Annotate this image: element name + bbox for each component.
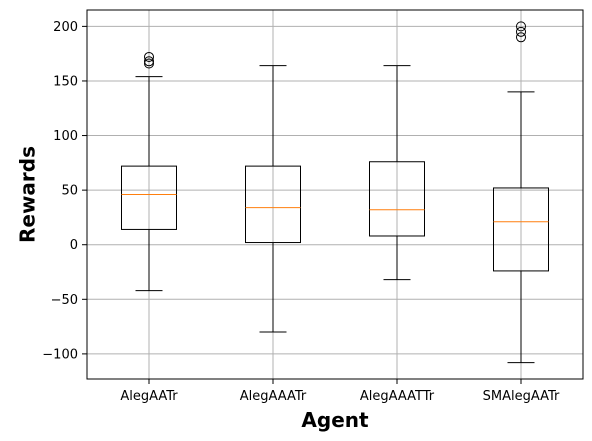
box-group (121, 51, 177, 292)
iqr-box (369, 161, 425, 237)
x-tick-label: AlegAAATr (240, 389, 307, 404)
y-tick-label: 0 (70, 238, 78, 253)
outlier-point (144, 51, 154, 62)
iqr-box (121, 165, 177, 230)
box-group (493, 21, 549, 364)
y-tick-label: −100 (42, 347, 78, 362)
iqr-box (493, 187, 549, 272)
box-layer (121, 21, 549, 364)
x-tick-label: AlegAATr (120, 389, 178, 404)
outlier-point (144, 58, 154, 69)
x-tick-label: SMAlegAATr (483, 389, 560, 404)
y-tick-label: 200 (53, 20, 78, 35)
x-axis-title: Agent (301, 408, 369, 432)
outlier-point (516, 21, 526, 32)
outlier-point (144, 56, 154, 67)
x-tick-label: AlegAAATTr (360, 389, 435, 404)
outlier-point (516, 26, 526, 37)
iqr-box (245, 165, 301, 244)
tick-layer: −100 −50 0 50 100 150 200 AlegAATr AlegAAATr Aleg… (42, 20, 560, 404)
box-group (369, 65, 425, 281)
y-tick-label: 100 (53, 129, 78, 144)
y-tick-label: −50 (51, 293, 78, 308)
grid-layer (87, 10, 583, 379)
outlier-point (516, 32, 526, 43)
plot-area-frame (86, 9, 584, 380)
box-group (245, 65, 301, 333)
y-axis-title: Rewards (16, 146, 40, 243)
y-tick-label: 50 (61, 184, 78, 199)
y-tick-label: 150 (53, 74, 78, 89)
